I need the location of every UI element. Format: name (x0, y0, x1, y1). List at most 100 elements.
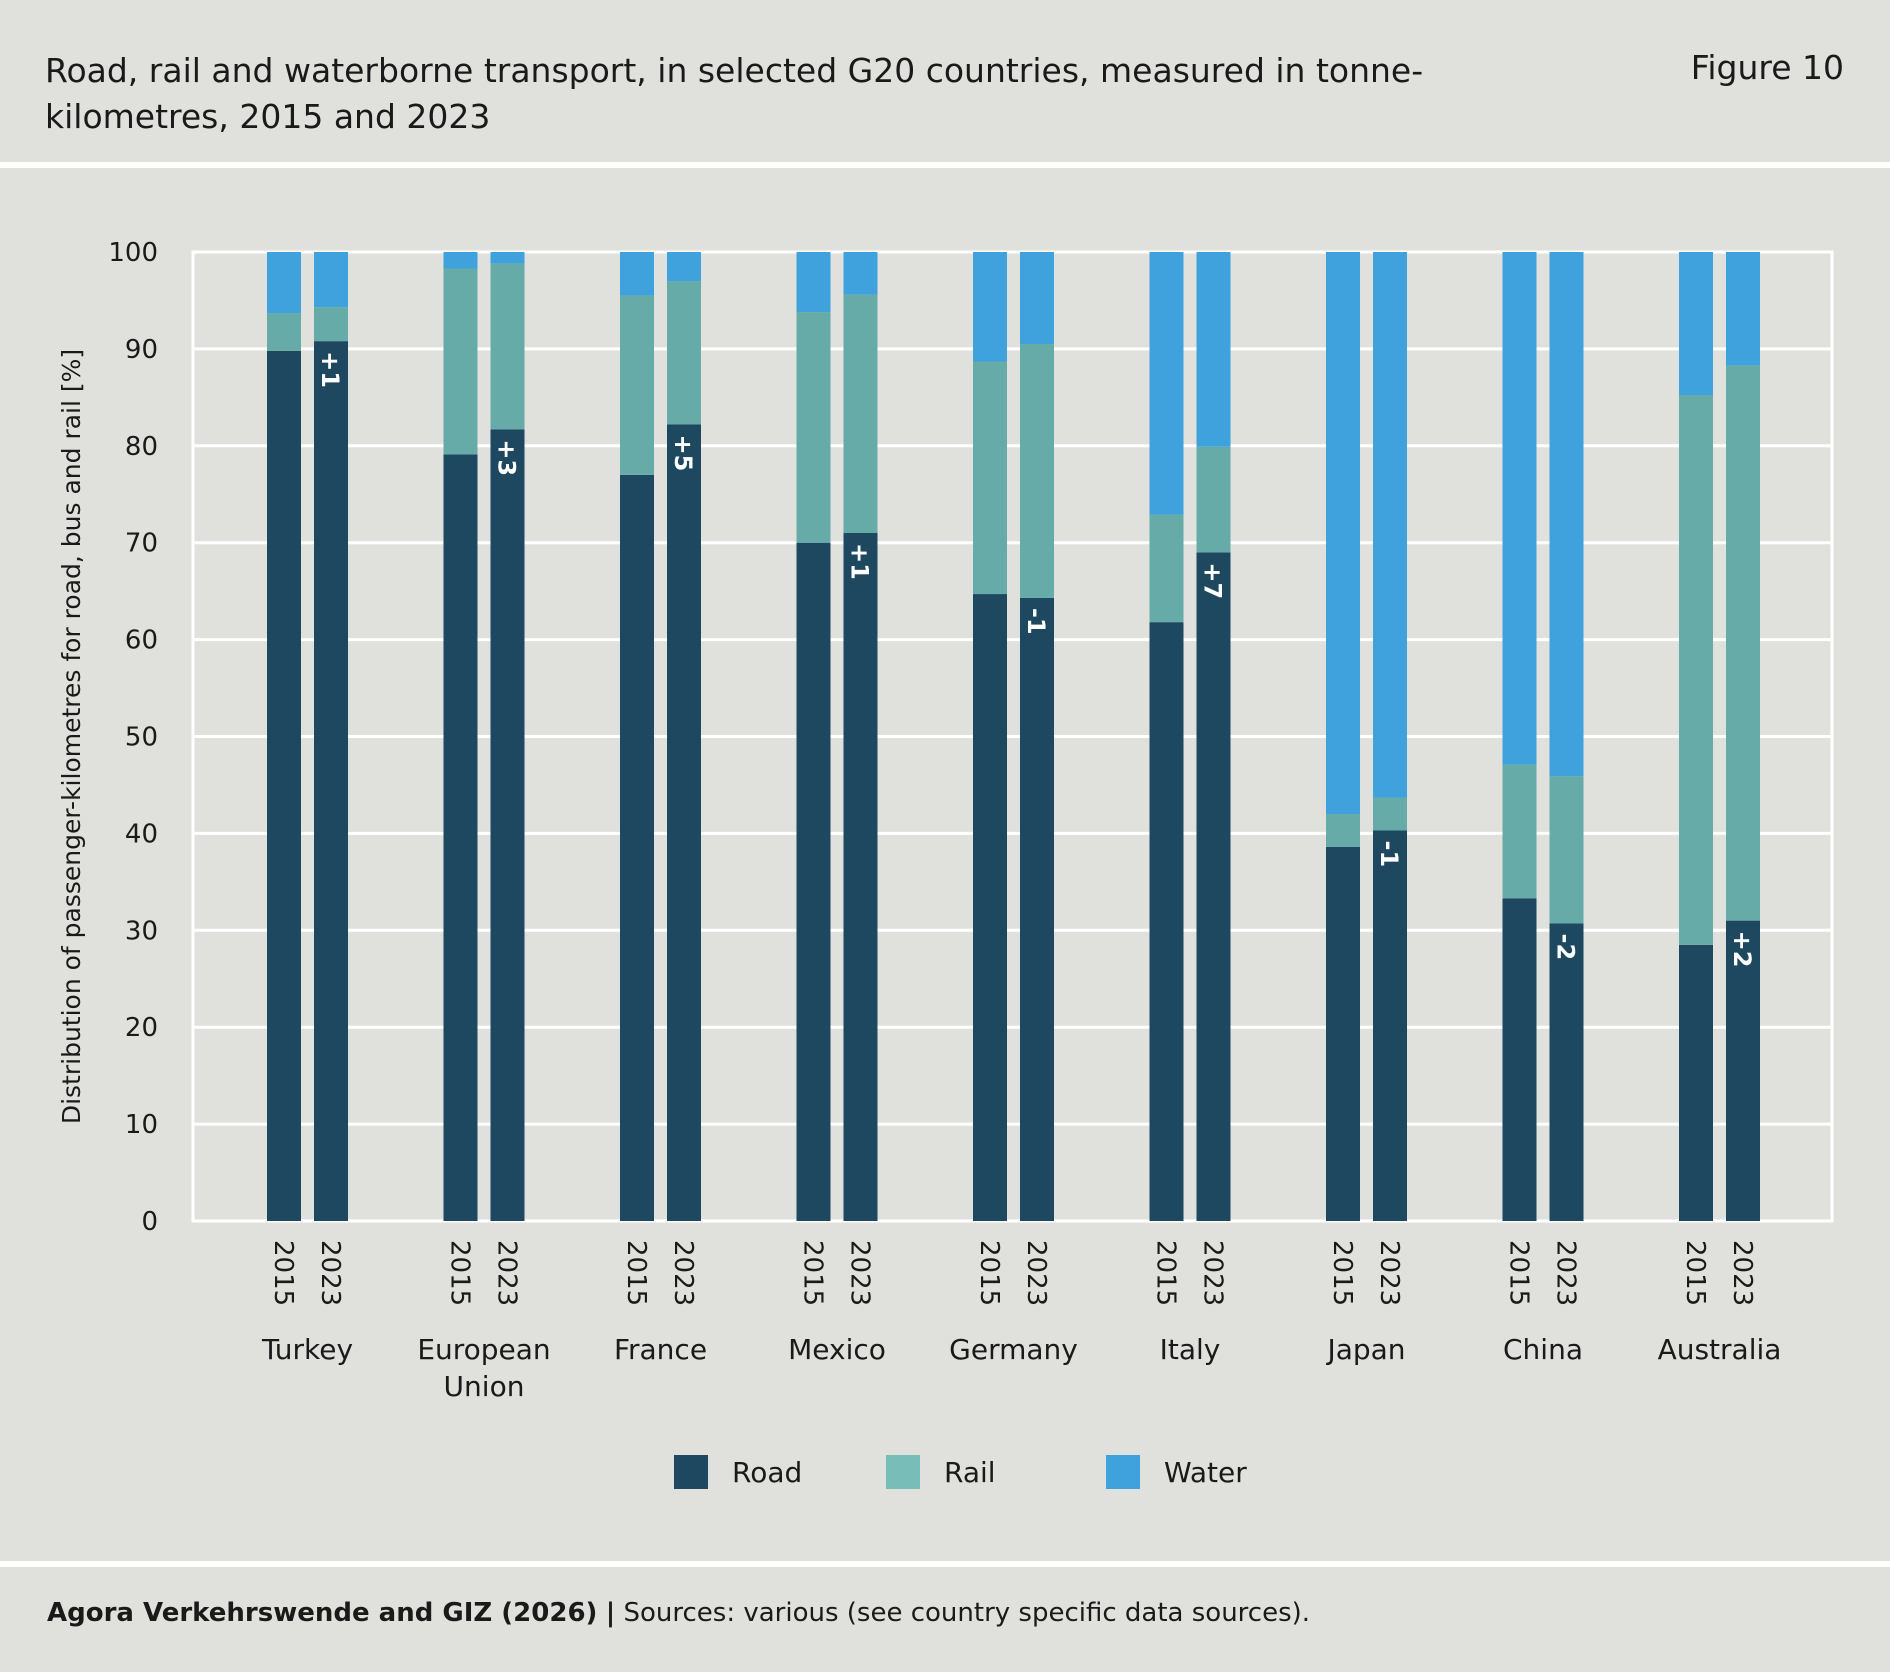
country-label: Union (444, 1370, 525, 1403)
x-year-label: 2015 (1327, 1240, 1357, 1306)
y-tick-label: 80 (125, 432, 158, 462)
x-year-label: 2015 (445, 1240, 475, 1306)
bar-water (973, 252, 1007, 362)
y-tick-label: 40 (125, 819, 158, 849)
bar-road (1149, 622, 1184, 1221)
bar-rail (1549, 776, 1584, 924)
country-label: European (417, 1333, 550, 1366)
bar-road (1549, 923, 1584, 1221)
bar-water (1549, 252, 1584, 777)
change-label: +1 (316, 351, 344, 388)
legend-label-rail: Rail (944, 1456, 996, 1489)
bar-road (1326, 846, 1360, 1221)
y-tick-label: 20 (125, 1013, 158, 1043)
footer-credit: Agora Verkehrswende and GIZ (2026) (47, 1598, 598, 1628)
legend-swatch-road (674, 1455, 708, 1489)
y-tick-label: 0 (141, 1207, 158, 1237)
bar-road (314, 341, 348, 1221)
x-year-label: 2023 (845, 1240, 875, 1306)
x-year-label: 2023 (315, 1240, 345, 1306)
bar-road (1020, 597, 1054, 1221)
country-label: Italy (1160, 1333, 1221, 1366)
x-year-label: 2015 (1504, 1240, 1534, 1306)
bar-road (1502, 898, 1537, 1221)
x-year-label: 2023 (1551, 1240, 1581, 1306)
bar-water (1149, 252, 1184, 515)
bar-water (1502, 252, 1537, 765)
x-year-label: 2015 (798, 1240, 828, 1306)
x-year-label: 2023 (492, 1240, 522, 1306)
legend-label-water: Water (1164, 1456, 1247, 1489)
y-axis-label: Distribution of passenger-kilometres for… (57, 349, 86, 1124)
bar-rail (1196, 446, 1231, 553)
change-label: +2 (1728, 931, 1756, 968)
bar-rail (1020, 344, 1054, 598)
bar-rail (490, 263, 525, 430)
chart-title: Road, rail and waterborne transport, in … (45, 51, 1424, 136)
change-label: +3 (493, 439, 521, 476)
footer-sources: Sources: various (see country specific d… (623, 1598, 1311, 1628)
legend-swatch-water (1106, 1455, 1140, 1489)
country-label: Australia (1658, 1333, 1782, 1366)
footer-separator: | (605, 1598, 616, 1628)
bar-water (1196, 252, 1231, 447)
bar-water (314, 252, 348, 308)
bar-rail (1326, 814, 1360, 847)
x-year-label: 2023 (1727, 1240, 1757, 1306)
bar-rail (843, 294, 878, 534)
bar-water (1726, 252, 1760, 366)
bar-rail (620, 295, 654, 475)
bar-rail (267, 313, 301, 351)
bar-road (1373, 830, 1407, 1221)
change-label: -1 (1022, 608, 1050, 635)
x-year-label: 2023 (668, 1240, 698, 1306)
header-divider (0, 162, 1890, 168)
x-year-label: 2023 (1021, 1240, 1051, 1306)
bar-water (1326, 252, 1360, 815)
bar-road (796, 542, 831, 1221)
bar-road (620, 474, 654, 1221)
bar-rail (1373, 797, 1407, 831)
y-tick-label: 30 (125, 916, 158, 946)
change-label: -2 (1552, 934, 1580, 961)
x-year-label: 2023 (1198, 1240, 1228, 1306)
bar-rail (1149, 514, 1184, 623)
change-label: +1 (846, 543, 874, 580)
x-year-label: 2015 (974, 1240, 1004, 1306)
bar-rail (1502, 764, 1537, 899)
change-label: +7 (1199, 562, 1227, 599)
bar-road (843, 533, 878, 1221)
bar-rail (443, 268, 478, 455)
bar-road (443, 454, 478, 1221)
country-label: Japan (1325, 1333, 1405, 1366)
bar-water (490, 252, 525, 264)
bar-water (620, 252, 654, 296)
bar-rail (1679, 395, 1713, 945)
country-label: France (614, 1333, 707, 1366)
bar-rail (973, 361, 1007, 595)
bar-water (1373, 252, 1407, 798)
bar-water (267, 252, 301, 314)
bar-road (267, 350, 301, 1221)
footer: Agora Verkehrswende and GIZ (2026) | Sou… (47, 1598, 1310, 1628)
country-label: Turkey (261, 1333, 353, 1366)
bar-rail (314, 307, 348, 342)
bar-rail (667, 281, 701, 425)
y-tick-label: 100 (108, 238, 158, 268)
bar-water (667, 252, 701, 282)
bar-water (1679, 252, 1713, 396)
y-tick-label: 70 (125, 529, 158, 559)
bar-water (1020, 252, 1054, 345)
y-tick-label: 10 (125, 1110, 158, 1140)
bar-road (667, 424, 701, 1221)
legend-label-road: Road (732, 1456, 802, 1489)
y-tick-label: 50 (125, 723, 158, 753)
bar-road (1196, 552, 1231, 1221)
x-year-label: 2023 (1374, 1240, 1404, 1306)
x-year-label: 2015 (1680, 1240, 1710, 1306)
x-year-label: 2015 (621, 1240, 651, 1306)
country-label: China (1503, 1333, 1583, 1366)
bar-water (796, 252, 831, 313)
legend-swatch-rail (886, 1455, 920, 1489)
